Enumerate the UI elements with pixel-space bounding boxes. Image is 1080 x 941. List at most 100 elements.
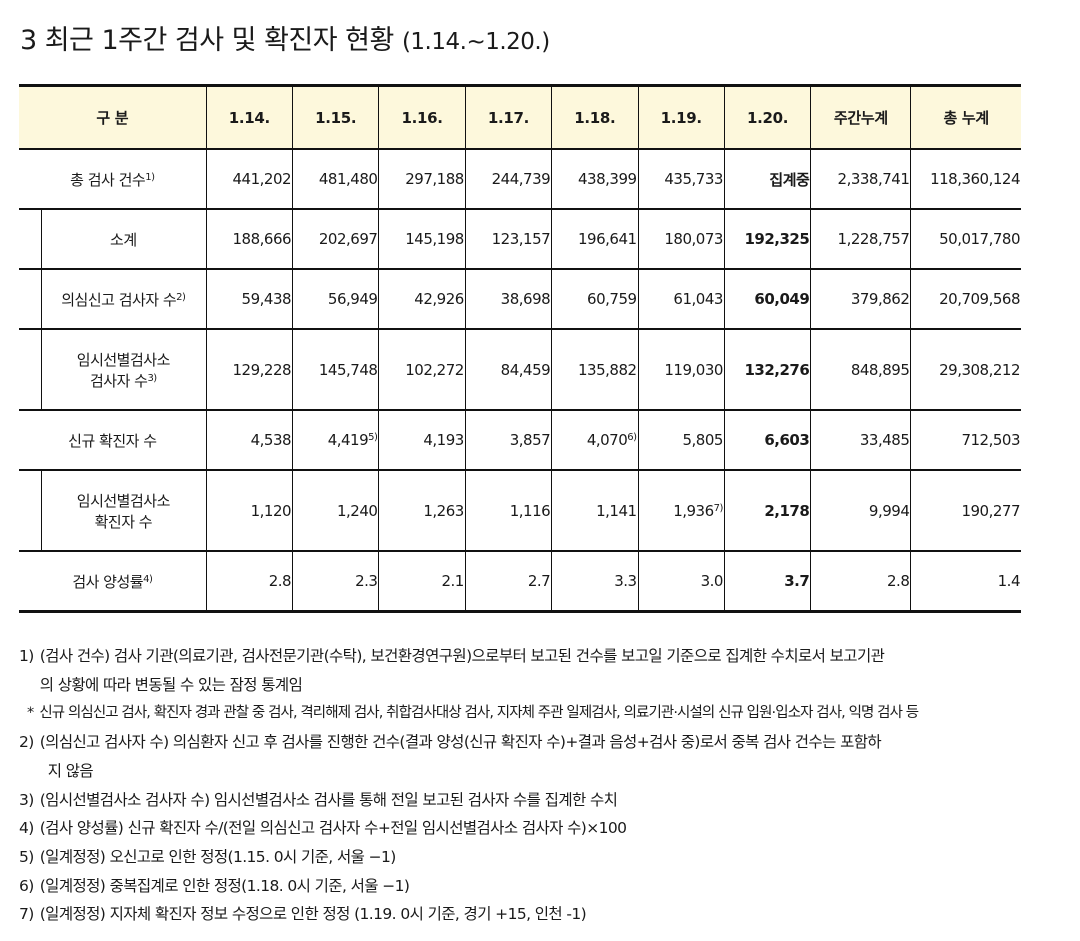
header-date: 1.15. <box>292 84 380 150</box>
footnote: 3) (임시선별검사소 검사자 수) 임시선별검사소 검사를 통해 전일 보고된… <box>19 786 1049 815</box>
footnote-ref: 7) <box>713 502 724 514</box>
table-cell: 33,485 <box>810 410 912 471</box>
table-cell: 3.7 <box>724 551 812 613</box>
cell-value: 4,419 <box>327 431 369 449</box>
table-cell: 59,438 <box>206 269 294 330</box>
table-cell: 3,857 <box>465 410 553 471</box>
table-cell: 4,0706) <box>551 410 639 471</box>
table-cell: 5,805 <box>638 410 725 471</box>
table-cell: 441,202 <box>206 149 294 210</box>
row-label-text: 신규 확진자 수 <box>68 431 157 450</box>
footnote-line: (검사 건수) 검사 기관(의료기관, 검사전문기관(수탁), 보건환경연구원)… <box>39 647 885 665</box>
cell-value: 1,936 <box>673 501 714 520</box>
footnote-ref: 5) <box>368 432 378 443</box>
cell-value: 4,070 <box>586 431 628 449</box>
table-cell: 712,503 <box>910 410 1021 471</box>
table-cell: 297,188 <box>378 149 466 210</box>
table-cell: 1,116 <box>465 470 553 552</box>
table-cell: 102,272 <box>378 329 466 411</box>
table-cell: 2.1 <box>378 551 466 613</box>
table-cell: 집계중 <box>724 149 812 210</box>
table-cell: 1,120 <box>206 470 294 552</box>
footnote-text: (일계정정) 오신고로 인한 정정(1.15. 0시 기준, 서울 −1) <box>39 847 397 866</box>
table-cell: 202,697 <box>292 209 380 270</box>
table-row: 총 검사 건수1) 441,202 481,480 297,188 244,73… <box>19 149 1021 210</box>
table-row: 소계 188,666 202,697 145,198 123,157 196,6… <box>19 209 1021 270</box>
table-cell: 435,733 <box>638 149 725 210</box>
row-label-text: 확진자 수 <box>94 512 153 531</box>
table-cell: 42,926 <box>378 269 466 330</box>
row-label: 신규 확진자 수 <box>19 410 207 471</box>
table-row: 검사 양성률4) 2.8 2.3 2.1 2.7 3.3 3.0 3.7 2.8… <box>19 551 1021 613</box>
table-row: 의심신고 검사자 수2) 59,438 56,949 42,926 38,698… <box>19 269 1021 330</box>
footnote: 2) (의심신고 검사자 수) 의심환자 신고 후 검사를 진행한 건수(결과 … <box>19 728 1049 785</box>
header-grand-total: 총 누계 <box>910 84 1021 150</box>
header-date: 1.19. <box>638 84 725 150</box>
table-cell: 84,459 <box>465 329 553 411</box>
row-label-text: 임시선별검사소 <box>76 350 171 369</box>
table-cell: 2.8 <box>810 551 912 613</box>
header-date: 1.20. <box>724 84 812 150</box>
table-cell: 188,666 <box>206 209 294 270</box>
table-cell: 29,308,212 <box>910 329 1021 411</box>
table-cell: 244,739 <box>465 149 553 210</box>
footnote-text: (일계정정) 지자체 확진자 정보 수정으로 인한 정정 (1.19. 0시 기… <box>39 905 587 924</box>
footnotes: 1) (검사 건수) 검사 기관(의료기관, 검사전문기관(수탁), 보건환경연… <box>19 642 1049 929</box>
table-cell: 1,141 <box>551 470 639 552</box>
footnote-mark: 4) <box>19 819 34 838</box>
table-cell: 4,4195) <box>292 410 380 471</box>
footnote-line: 의 상황에 따라 변동될 수 있는 잠정 통계임 <box>39 675 303 694</box>
title-period: (1.14.~1.20.) <box>401 29 550 55</box>
row-label-text: 검사자 수 <box>89 371 148 390</box>
footnote: * 신규 의심신고 검사, 확진자 경과 관찰 중 검사, 격리해제 검사, 취… <box>19 699 1049 728</box>
table-cell: 3.3 <box>551 551 639 613</box>
header-row: 구 분 1.14. 1.15. 1.16. 1.17. 1.18. 1.19. … <box>19 84 1021 150</box>
table-cell: 192,325 <box>724 209 812 270</box>
footnote-text: (의심신고 검사자 수) 의심환자 신고 후 검사를 진행한 건수(결과 양성(… <box>39 728 882 785</box>
table-cell: 2.7 <box>465 551 553 613</box>
footnote-text: (검사 건수) 검사 기관(의료기관, 검사전문기관(수탁), 보건환경연구원)… <box>40 642 885 699</box>
table-cell: 438,399 <box>551 149 639 210</box>
table-cell: 118,360,124 <box>910 149 1021 210</box>
footnote-line: (의심신고 검사자 수) 의심환자 신고 후 검사를 진행한 건수(결과 양성(… <box>39 733 882 752</box>
table-cell: 2.3 <box>292 551 380 613</box>
title-main: 최근 1주간 검사 및 확진자 현황 <box>44 25 395 56</box>
row-label: 검사 양성률4) <box>19 551 207 613</box>
table-cell: 481,480 <box>292 149 380 210</box>
footnote-mark: 7) <box>19 905 34 924</box>
footnote: 4) (검사 양성률) 신규 확진자 수/(전일 의심신고 검사자 수+전일 임… <box>19 814 1049 843</box>
table-cell: 20,709,568 <box>910 269 1021 330</box>
footnote-ref: 1) <box>145 171 155 183</box>
table-cell: 119,030 <box>638 329 725 411</box>
table-cell: 6,603 <box>724 410 812 471</box>
header-weekly-total: 주간누계 <box>810 84 912 150</box>
table-cell: 1,228,757 <box>810 209 912 270</box>
footnote-mark: 2) <box>19 733 34 752</box>
footnote-ref: 2) <box>176 291 186 303</box>
header-date: 1.16. <box>378 84 466 150</box>
table-cell: 132,276 <box>724 329 812 411</box>
table-cell: 3.0 <box>638 551 725 613</box>
footnote-ref: 3) <box>147 372 157 384</box>
table-row: 신규 확진자 수 4,538 4,4195) 4,193 3,857 4,070… <box>19 410 1021 471</box>
row-label-text: 소계 <box>110 230 137 249</box>
row-label: 총 검사 건수1) <box>19 149 207 210</box>
footnote: 6) (일계정정) 중복집계로 인한 정정(1.18. 0시 기준, 서울 −1… <box>19 872 1049 901</box>
row-label-text: 검사 양성률 <box>72 572 144 591</box>
table-cell: 1,240 <box>292 470 380 552</box>
table-cell: 9,994 <box>810 470 912 552</box>
footnote-mark: 6) <box>19 876 34 895</box>
footnote-text: (일계정정) 중복집계로 인한 정정(1.18. 0시 기준, 서울 −1) <box>39 876 410 895</box>
footnote-mark: 1) <box>19 647 34 665</box>
footnote-mark: 3) <box>19 790 34 809</box>
row-label-text: 총 검사 건수 <box>70 170 146 189</box>
footnote-ref: 4) <box>143 573 153 585</box>
table-cell: 145,198 <box>378 209 466 270</box>
footnote-text: (검사 양성률) 신규 확진자 수/(전일 의심신고 검사자 수+전일 임시선별… <box>39 819 627 838</box>
page-title: 3 최근 1주간 검사 및 확진자 현황 (1.14.~1.20.) <box>20 18 550 57</box>
table-cell: 379,862 <box>810 269 912 330</box>
footnote: 1) (검사 건수) 검사 기관(의료기관, 검사전문기관(수탁), 보건환경연… <box>19 642 1049 699</box>
header-date: 1.18. <box>551 84 639 150</box>
table-cell: 1.4 <box>910 551 1021 613</box>
footnote-mark: 5) <box>19 847 34 866</box>
